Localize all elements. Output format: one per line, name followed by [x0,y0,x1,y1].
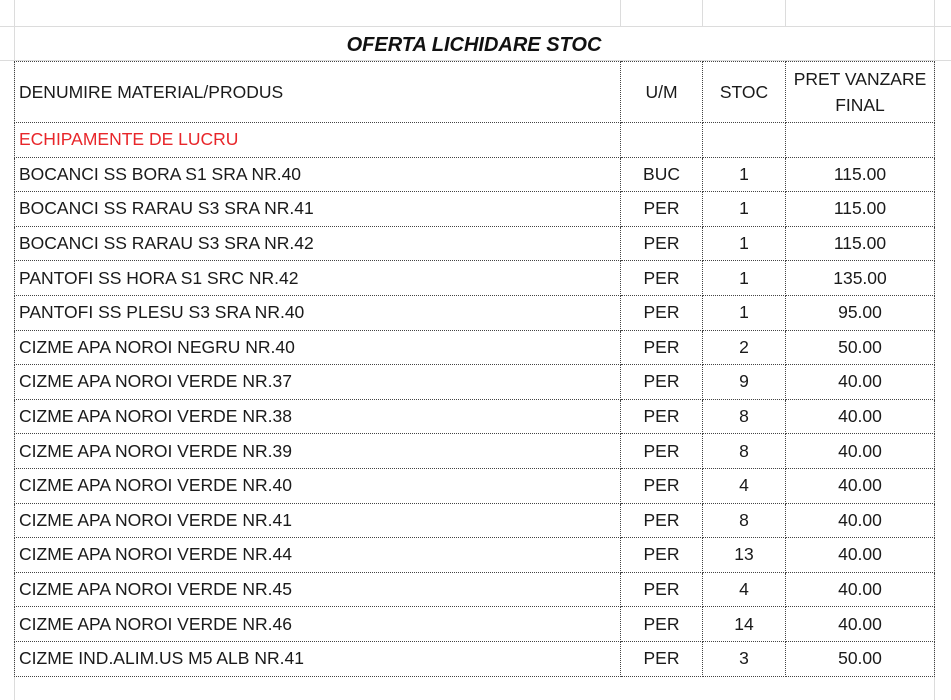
stock-cell[interactable]: 8 [702,502,786,539]
empty-cell[interactable] [785,122,935,158]
table-row: PANTOFI SS HORA S1 SRC NR.42 PER 1 135.00 [14,260,935,296]
stock-cell[interactable]: 8 [702,398,786,435]
stock-cell[interactable]: 9 [702,364,786,400]
um-cell[interactable]: PER [620,606,703,642]
price-cell[interactable]: 40.00 [785,364,935,400]
um-cell[interactable]: PER [620,467,703,504]
um-cell[interactable]: PER [620,537,703,573]
product-name-cell[interactable]: CIZME APA NOROI VERDE NR.46 [14,606,621,642]
header-name[interactable]: DENUMIRE MATERIAL/PRODUS [14,61,621,123]
table-row: BOCANCI SS BORA S1 SRA NR.40 BUC 1 115.00 [14,156,935,193]
um-cell[interactable]: BUC [620,156,703,193]
product-name-cell[interactable]: CIZME APA NOROI VERDE NR.39 [14,433,621,469]
price-cell[interactable]: 40.00 [785,537,935,573]
stock-cell[interactable]: 1 [702,294,786,331]
stock-cell[interactable]: 1 [702,260,786,296]
header-row: DENUMIRE MATERIAL/PRODUS U/M STOC PRET V… [14,61,935,123]
stock-cell[interactable]: 13 [702,537,786,573]
table-row: PANTOFI SS PLESU S3 SRA NR.40 PER 1 95.00 [14,294,935,331]
price-cell[interactable]: 135.00 [785,260,935,296]
product-name-cell[interactable]: CIZME APA NOROI VERDE NR.45 [14,571,621,608]
table-row: CIZME APA NOROI VERDE NR.37 PER 9 40.00 [14,364,935,400]
header-price-line1: PRET VANZARE [793,69,927,89]
product-name-cell[interactable]: CIZME APA NOROI NEGRU NR.40 [14,329,621,366]
product-name-cell[interactable]: PANTOFI SS HORA S1 SRC NR.42 [14,260,621,296]
price-cell[interactable]: 50.00 [785,640,935,677]
table-row: CIZME APA NOROI VERDE NR.44 PER 13 40.00 [14,537,935,573]
um-cell[interactable]: PER [620,191,703,227]
price-cell[interactable]: 115.00 [785,156,935,193]
table-row: CIZME APA NOROI NEGRU NR.40 PER 2 50.00 [14,329,935,366]
stock-cell[interactable]: 1 [702,225,786,262]
header-price-line2: FINAL [835,95,885,115]
empty-cell[interactable] [620,122,703,158]
um-cell[interactable]: PER [620,640,703,677]
um-cell[interactable]: PER [620,260,703,296]
um-cell[interactable]: PER [620,364,703,400]
um-cell[interactable]: PER [620,329,703,366]
table-row: CIZME APA NOROI VERDE NR.40 PER 4 40.00 [14,467,935,504]
stock-cell[interactable]: 4 [702,571,786,608]
product-name-cell[interactable]: CIZME IND.ALIM.US M5 ALB NR.41 [14,640,621,677]
category-row: ECHIPAMENTE DE LUCRU [14,122,935,158]
table-row: CIZME APA NOROI VERDE NR.39 PER 8 40.00 [14,433,935,469]
table-row: BOCANCI SS RARAU S3 SRA NR.41 PER 1 115.00 [14,191,935,227]
product-name-cell[interactable]: BOCANCI SS RARAU S3 SRA NR.42 [14,225,621,262]
price-cell[interactable]: 40.00 [785,571,935,608]
price-cell[interactable]: 40.00 [785,606,935,642]
um-cell[interactable]: PER [620,502,703,539]
category-cell[interactable]: ECHIPAMENTE DE LUCRU [14,122,621,158]
stock-cell[interactable]: 8 [702,433,786,469]
product-name-cell[interactable]: PANTOFI SS PLESU S3 SRA NR.40 [14,294,621,331]
um-cell[interactable]: PER [620,225,703,262]
um-cell[interactable]: PER [620,571,703,608]
um-cell[interactable]: PER [620,398,703,435]
product-name-cell[interactable]: CIZME APA NOROI VERDE NR.44 [14,537,621,573]
stock-cell[interactable]: 1 [702,191,786,227]
price-cell[interactable]: 50.00 [785,329,935,366]
table-row: BOCANCI SS RARAU S3 SRA NR.42 PER 1 115.00 [14,225,935,262]
header-price[interactable]: PRET VANZARE FINAL [785,61,935,123]
um-cell[interactable]: PER [620,433,703,469]
empty-cell[interactable] [702,122,786,158]
product-name-cell[interactable]: CIZME APA NOROI VERDE NR.41 [14,502,621,539]
stock-table: DENUMIRE MATERIAL/PRODUS U/M STOC PRET V… [14,61,935,677]
price-cell[interactable]: 115.00 [785,225,935,262]
stock-cell[interactable]: 14 [702,606,786,642]
stock-cell[interactable]: 3 [702,640,786,677]
table-row: CIZME APA NOROI VERDE NR.45 PER 4 40.00 [14,571,935,608]
table-row: CIZME APA NOROI VERDE NR.38 PER 8 40.00 [14,398,935,435]
table-row: CIZME APA NOROI VERDE NR.46 PER 14 40.00 [14,606,935,642]
stock-cell[interactable]: 1 [702,156,786,193]
header-stoc[interactable]: STOC [702,61,786,123]
product-name-cell[interactable]: BOCANCI SS BORA S1 SRA NR.40 [14,156,621,193]
table-row: CIZME IND.ALIM.US M5 ALB NR.41 PER 3 50.00 [14,640,935,677]
price-cell[interactable]: 40.00 [785,398,935,435]
product-name-cell[interactable]: CIZME APA NOROI VERDE NR.37 [14,364,621,400]
price-cell[interactable]: 40.00 [785,467,935,504]
product-name-cell[interactable]: BOCANCI SS RARAU S3 SRA NR.41 [14,191,621,227]
product-name-cell[interactable]: CIZME APA NOROI VERDE NR.38 [14,398,621,435]
stock-cell[interactable]: 2 [702,329,786,366]
header-um[interactable]: U/M [620,61,703,123]
price-cell[interactable]: 40.00 [785,433,935,469]
price-cell[interactable]: 40.00 [785,502,935,539]
stock-cell[interactable]: 4 [702,467,786,504]
um-cell[interactable]: PER [620,294,703,331]
table-row: CIZME APA NOROI VERDE NR.41 PER 8 40.00 [14,502,935,539]
price-cell[interactable]: 115.00 [785,191,935,227]
sheet-title: OFERTA LICHIDARE STOC [346,34,602,56]
product-name-cell[interactable]: CIZME APA NOROI VERDE NR.40 [14,467,621,504]
price-cell[interactable]: 95.00 [785,294,935,331]
